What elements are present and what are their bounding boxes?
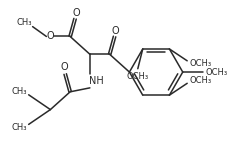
Text: CH₃: CH₃ — [11, 87, 27, 96]
Text: O: O — [112, 26, 119, 35]
Text: OCH₃: OCH₃ — [205, 68, 227, 76]
Text: OCH₃: OCH₃ — [127, 72, 149, 81]
Text: OCH₃: OCH₃ — [190, 76, 212, 85]
Text: OCH₃: OCH₃ — [190, 59, 212, 68]
Text: NH: NH — [90, 76, 104, 86]
Text: O: O — [46, 32, 54, 41]
Text: CH₃: CH₃ — [11, 123, 27, 132]
Text: O: O — [60, 62, 68, 72]
Text: CH₃: CH₃ — [17, 18, 33, 27]
Text: O: O — [72, 8, 80, 18]
